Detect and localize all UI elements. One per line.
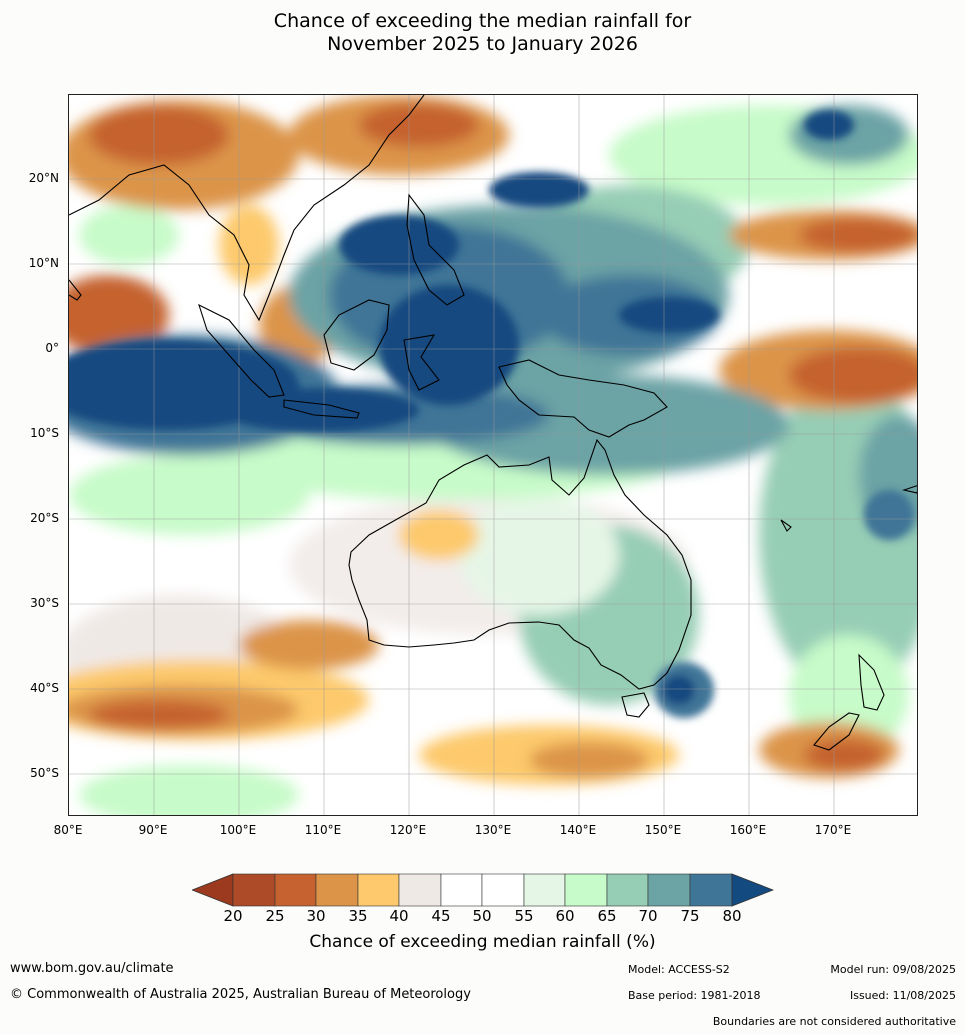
philippines-coast <box>406 193 465 306</box>
colorbar-bin-70-75 <box>647 873 691 907</box>
colorbar-tick-20: 20 <box>223 907 243 925</box>
colorbar-bin-45-50 <box>440 873 483 907</box>
lat-label-0: 0° <box>45 341 59 355</box>
sumatra-coast <box>198 303 285 398</box>
lat-label-20s: 20°S <box>30 511 59 525</box>
lon-label-120e: 120°E <box>389 823 427 837</box>
asia-mainland-coast <box>69 95 425 322</box>
colorbar-bin-20-25 <box>232 873 276 907</box>
colorbar-tick-65: 65 <box>597 907 617 925</box>
lon-label-170e: 170°E <box>814 823 852 837</box>
footer-base-period: Base period: 1981-2018 <box>628 989 761 1002</box>
map-title: Chance of exceeding the median rainfall … <box>0 10 965 56</box>
lat-label-50s: 50°S <box>30 766 59 780</box>
lon-label-150e: 150°E <box>644 823 682 837</box>
colorbar-bin-60-65 <box>564 873 608 907</box>
lat-label-10n: 10°N <box>28 256 59 270</box>
footer-disclaimer: Boundaries are not considered authoritat… <box>712 1015 956 1028</box>
probability-core <box>69 110 914 718</box>
colorbar-tick-80: 80 <box>722 907 742 925</box>
colorbar-tick-75: 75 <box>680 907 700 925</box>
sulawesi-coast <box>403 334 440 391</box>
lon-label-100e: 100°E <box>219 823 257 837</box>
title-line-2: November 2025 to January 2026 <box>327 33 638 55</box>
colorbar-tick-40: 40 <box>389 907 409 925</box>
colorbar-bin-55-60 <box>523 873 566 907</box>
map-canvas <box>69 95 917 815</box>
colorbar-tick-25: 25 <box>265 907 285 925</box>
colorbar-tick-35: 35 <box>348 907 368 925</box>
rainfall-map <box>68 94 918 816</box>
title-line-1: Chance of exceeding the median rainfall … <box>273 10 692 32</box>
colorbar-bin-30-35 <box>315 873 359 907</box>
new-zealand-south-coast <box>813 712 860 751</box>
coastlines <box>69 95 917 751</box>
colorbar-tick-60: 60 <box>555 907 575 925</box>
footer-model: Model: ACCESS-S2 <box>628 963 730 976</box>
colorbar-bin-75-80 <box>689 873 733 907</box>
lon-label-160e: 160°E <box>729 823 767 837</box>
lat-label-30s: 30°S <box>30 596 59 610</box>
colorbar-tick-50: 50 <box>472 907 492 925</box>
lon-label-90e: 90°E <box>138 823 168 837</box>
lon-label-140e: 140°E <box>559 823 597 837</box>
new-guinea-coast <box>498 359 668 438</box>
colorbar-title: Chance of exceeding median rainfall (%) <box>309 932 656 952</box>
tasmania-coast <box>621 692 650 718</box>
colorbar-bin-65-70 <box>606 873 649 907</box>
lat-label-10s: 10°S <box>30 426 59 440</box>
vanuatu-fiji-coast <box>780 485 917 532</box>
java-coast <box>283 399 360 419</box>
footer-issued: Issued: 11/08/2025 <box>849 989 956 1002</box>
footer-model-run: Model run: 09/08/2025 <box>830 963 956 976</box>
lon-label-80e: 80°E <box>53 823 83 837</box>
lat-label-20n: 20°N <box>28 171 59 185</box>
colorbar-tick-70: 70 <box>638 907 658 925</box>
colorbar-bin-40-45 <box>398 873 442 907</box>
sri-lanka-coast <box>69 279 82 301</box>
colorbar-low-arrow <box>192 873 234 907</box>
footer-copyright: © Commonwealth of Australia 2025, Austra… <box>10 987 471 1002</box>
colorbar-bin-25-30 <box>274 873 317 907</box>
colorbar-bin-35-40 <box>357 873 400 907</box>
colorbar-bin-50-55 <box>481 873 525 907</box>
lat-label-40s: 40°S <box>30 681 59 695</box>
australia-coast <box>348 438 692 690</box>
borneo-coast <box>323 299 390 371</box>
colorbar-tick-55: 55 <box>514 907 534 925</box>
colorbar <box>192 873 774 907</box>
colorbar-high-arrow <box>731 873 774 907</box>
colorbar-tick-30: 30 <box>306 907 326 925</box>
graticule <box>69 95 917 815</box>
colorbar-tick-45: 45 <box>431 907 451 925</box>
new-zealand-north-coast <box>858 653 885 711</box>
lon-label-110e: 110°E <box>304 823 342 837</box>
footer-url: www.bom.gov.au/climate <box>10 961 174 976</box>
lon-label-130e: 130°E <box>474 823 512 837</box>
